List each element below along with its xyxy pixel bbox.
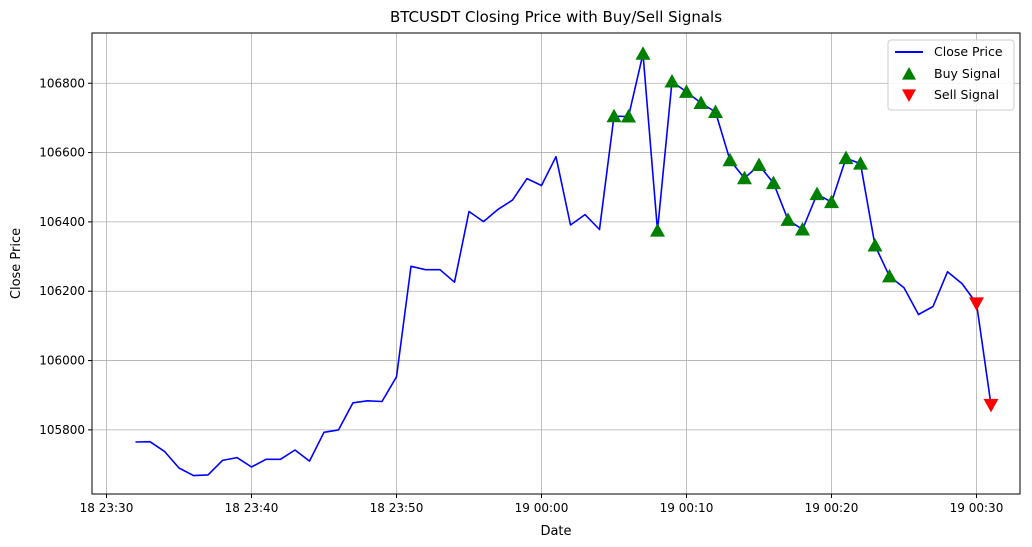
buy-signal-marker — [635, 46, 651, 60]
y-tick-label: 105800 — [39, 423, 85, 437]
x-tick-label: 18 23:30 — [80, 501, 134, 515]
legend-buy-signal-label: Buy Signal — [934, 66, 1000, 81]
y-tick-label: 106200 — [39, 284, 85, 298]
buy-signal-marker — [766, 175, 781, 190]
sell-signal-marker — [983, 398, 999, 413]
x-tick-label: 19 00:20 — [805, 501, 859, 515]
legend-sell-signal-swatch — [902, 89, 916, 102]
legend-box — [887, 39, 1015, 111]
x-tick-label: 19 00:30 — [950, 501, 1004, 515]
buy-signal-marker — [751, 157, 767, 172]
buy-signal-marker — [838, 150, 854, 165]
sell-signal-marker — [969, 297, 984, 311]
plot-frame — [91, 32, 1021, 495]
grid — [92, 33, 1020, 494]
y-tick-label: 106000 — [39, 354, 85, 368]
buy-signal-marker — [795, 222, 810, 236]
y-axis-label: Close Price — [9, 228, 24, 299]
legend-sell-signal-label: Sell Signal — [934, 87, 999, 102]
buy-signal-marker — [824, 194, 839, 209]
x-tick-label: 18 23:40 — [225, 501, 279, 515]
buy-signal-marker — [722, 152, 738, 167]
buy-signal-marker — [650, 223, 665, 237]
buy-signal-marker — [737, 170, 752, 185]
buy-signal-marker — [679, 84, 694, 98]
y-tick-label: 106800 — [39, 76, 85, 90]
x-tick-label: 19 00:10 — [660, 501, 714, 515]
buy-signal-marker — [882, 268, 897, 283]
buy-signal-marker — [867, 237, 883, 252]
x-tick-label: 18 23:50 — [370, 501, 424, 515]
buy-signal-marker — [664, 74, 680, 88]
chart-title: BTCUSDT Closing Price with Buy/Sell Sign… — [390, 8, 722, 26]
x-axis-label: Date — [540, 524, 571, 539]
buy-signal-marker — [708, 104, 723, 119]
axis-ticks: 18 23:30 18 23:40 18 23:50 19 00:00 19 00:10… — [39, 76, 1003, 515]
buy-signal-marker — [780, 212, 796, 226]
buy-signal-marker — [621, 109, 636, 123]
buy-signal-marker — [853, 156, 868, 170]
x-tick-label: 19 00:00 — [515, 501, 569, 515]
legend-close-price-label: Close Price — [934, 44, 1003, 59]
buy-signal-marker — [693, 95, 709, 110]
y-tick-label: 106600 — [39, 146, 85, 160]
signal-markers — [606, 46, 999, 413]
y-tick-label: 106400 — [39, 215, 85, 229]
legend-buy-signal-swatch — [902, 67, 916, 80]
buy-signal-marker — [809, 186, 825, 201]
legend: Close Price Buy Signal Sell Signal — [887, 39, 1015, 111]
buy-signal-marker — [606, 108, 622, 123]
